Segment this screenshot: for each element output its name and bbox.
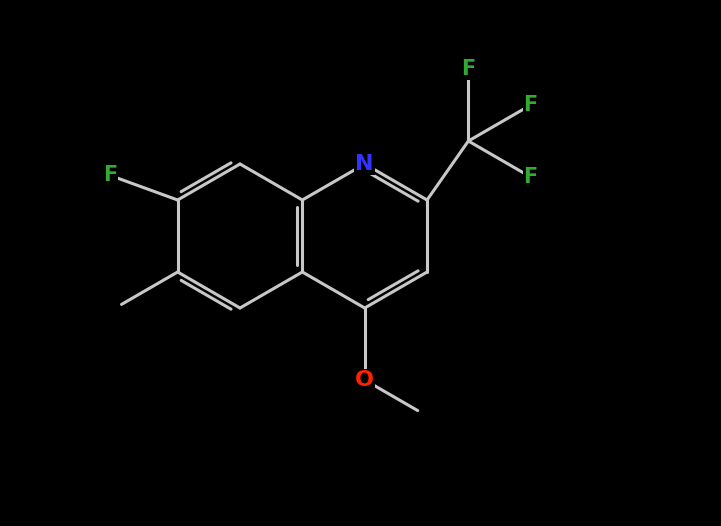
Text: F: F	[461, 59, 475, 79]
Text: N: N	[355, 154, 374, 174]
Text: F: F	[461, 59, 475, 79]
Text: F: F	[523, 167, 538, 187]
Text: F: F	[103, 165, 117, 185]
Text: F: F	[103, 165, 117, 185]
Text: F: F	[523, 95, 538, 115]
Text: O: O	[355, 370, 374, 390]
Text: O: O	[355, 370, 374, 390]
Text: F: F	[523, 167, 538, 187]
Text: F: F	[523, 95, 538, 115]
Text: N: N	[355, 154, 374, 174]
